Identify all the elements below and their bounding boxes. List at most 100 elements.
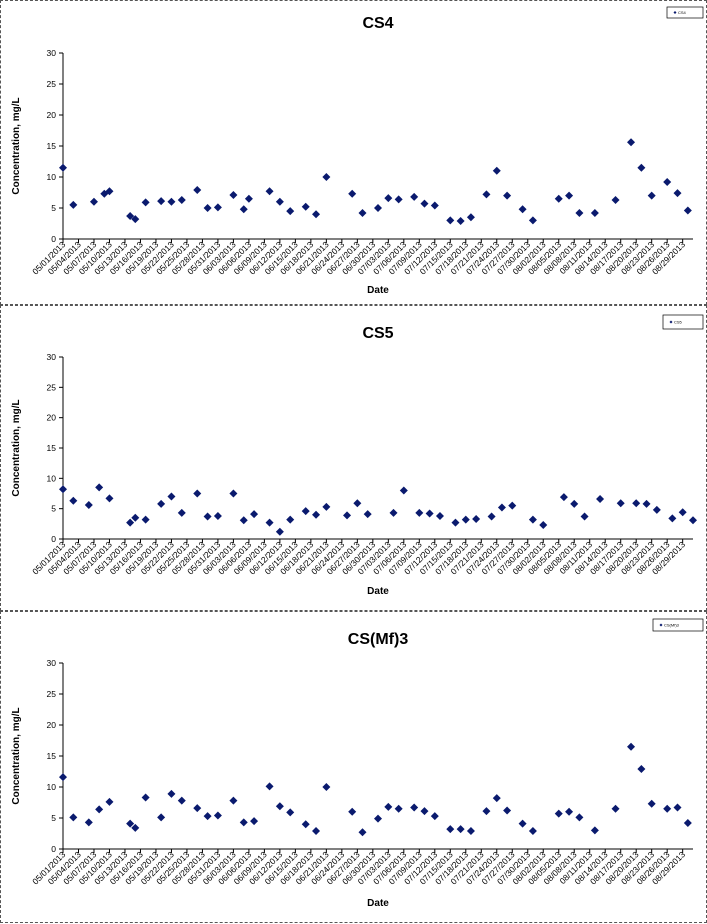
chart-csmf3: CS(Mf)3CS(Mf)305101520253005/01/201305/0…	[11, 618, 704, 909]
data-point	[203, 812, 212, 821]
data-point	[203, 204, 212, 212]
data-point	[265, 782, 274, 791]
data-point	[312, 210, 321, 219]
data-point	[410, 192, 419, 201]
data-point	[374, 204, 382, 212]
data-point	[456, 217, 465, 226]
chart-panel-cs5: CS5 CS5 0 5 10 15 20 25 30 05/01/2013 05/04/2013 05…	[0, 305, 707, 611]
data-point	[167, 789, 176, 798]
data-point	[348, 189, 357, 198]
data-point	[673, 189, 682, 198]
data-point	[59, 485, 67, 494]
data-point	[689, 516, 697, 525]
data-point	[353, 499, 362, 508]
data-point	[69, 200, 78, 209]
data-point	[229, 489, 238, 498]
data-point	[466, 213, 475, 222]
data-point	[286, 515, 295, 524]
y-tick-label: 0	[51, 844, 56, 854]
data-point	[430, 812, 439, 821]
data-point	[244, 194, 253, 203]
data-point	[673, 803, 682, 812]
data-point	[213, 811, 222, 820]
chart-title: CS5	[362, 325, 393, 342]
data-point	[141, 198, 150, 207]
data-point	[213, 203, 222, 212]
data-point	[503, 806, 512, 815]
data-point	[456, 825, 465, 834]
y-tick-label: 30	[47, 48, 57, 58]
data-point	[430, 201, 439, 210]
data-point	[84, 501, 93, 510]
data-point	[312, 510, 321, 519]
data-point	[312, 827, 321, 836]
data-point	[59, 773, 67, 782]
data-point	[518, 819, 527, 828]
chart-title: CS(Mf)3	[348, 631, 409, 648]
data-point	[528, 827, 537, 836]
y-tick-label: 5	[51, 203, 56, 213]
data-point	[301, 507, 310, 516]
chart-title: CS4	[362, 15, 393, 32]
data-point	[637, 163, 646, 172]
data-point	[415, 508, 424, 517]
legend-marker	[669, 320, 673, 324]
data-point	[637, 765, 646, 774]
y-axis-label: Concentration, mg/L	[11, 399, 22, 496]
data-point	[348, 807, 357, 816]
data-point	[394, 195, 403, 204]
data-point	[239, 205, 248, 214]
y-tick-label: 10	[47, 782, 57, 792]
data-point	[84, 818, 93, 827]
data-point	[275, 802, 284, 811]
data-point	[89, 197, 98, 206]
data-point	[301, 202, 310, 211]
data-point	[503, 191, 512, 200]
y-tick-label: 20	[47, 110, 57, 120]
data-point	[590, 208, 599, 217]
data-point	[652, 505, 661, 514]
y-tick-label: 25	[47, 79, 57, 89]
data-point	[528, 216, 537, 225]
chart-cs4: CS4CS405101520253005/01/201305/04/201305…	[11, 6, 704, 296]
data-point	[126, 518, 135, 527]
data-point	[590, 826, 599, 835]
data-point	[575, 813, 584, 822]
y-tick-label: 25	[47, 689, 57, 699]
data-point	[678, 508, 687, 517]
data-point	[105, 187, 114, 196]
data-point	[492, 794, 501, 803]
data-point	[322, 502, 331, 511]
data-point	[286, 808, 295, 817]
data-point	[497, 503, 506, 512]
y-tick-label: 25	[47, 382, 57, 392]
data-point	[399, 486, 408, 495]
data-point	[565, 807, 574, 816]
legend-label: CS4	[678, 10, 687, 15]
legend-marker	[659, 623, 663, 627]
data-point	[250, 817, 259, 826]
data-point	[343, 511, 352, 520]
data-point	[286, 207, 295, 216]
y-tick-label: 5	[51, 504, 56, 514]
data-point	[647, 191, 656, 200]
data-point	[358, 208, 367, 217]
data-point	[177, 508, 186, 517]
data-point	[157, 499, 166, 508]
data-point	[554, 809, 563, 818]
data-point	[539, 521, 548, 530]
y-tick-label: 20	[47, 413, 57, 423]
data-point	[250, 510, 259, 519]
legend-box	[662, 314, 704, 330]
data-point	[472, 514, 481, 523]
data-point	[565, 191, 574, 200]
data-point	[105, 797, 114, 806]
data-point	[632, 499, 641, 508]
legend-box	[652, 618, 704, 632]
data-point	[126, 819, 135, 828]
data-point	[105, 494, 114, 503]
data-point	[389, 508, 398, 517]
data-point	[322, 173, 331, 181]
data-point	[363, 510, 372, 519]
data-point	[435, 511, 444, 520]
